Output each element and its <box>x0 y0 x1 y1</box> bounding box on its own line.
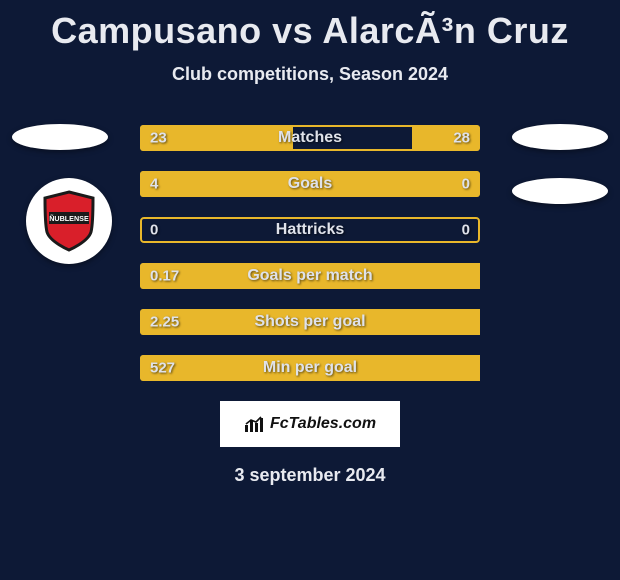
stat-fill-left <box>140 171 405 197</box>
brand-chart-icon <box>244 415 266 433</box>
stat-value-left: 23 <box>150 130 167 147</box>
stats-area: 23 Matches 28 4 Goals 0 0 Hattricks 0 0.… <box>0 125 620 381</box>
stat-value-left: 527 <box>150 360 175 377</box>
stat-label: Shots per goal <box>254 313 365 331</box>
page-title: Campusano vs AlarcÃ³n Cruz <box>0 0 620 52</box>
stat-row: 2.25 Shots per goal <box>140 309 480 335</box>
stat-label: Matches <box>278 129 342 147</box>
stat-value-left: 0 <box>150 222 158 239</box>
brand-text: FcTables.com <box>270 415 376 433</box>
stat-value-right: 0 <box>462 176 470 193</box>
stat-label: Goals per match <box>247 267 372 285</box>
stat-row: 0.17 Goals per match <box>140 263 480 289</box>
footer-date: 3 september 2024 <box>0 465 620 486</box>
stat-row: 4 Goals 0 <box>140 171 480 197</box>
stat-label: Min per goal <box>263 359 357 377</box>
stat-row: 0 Hattricks 0 <box>140 217 480 243</box>
stat-row: 527 Min per goal <box>140 355 480 381</box>
stat-value-right: 0 <box>462 222 470 239</box>
stat-value-right: 28 <box>453 130 470 147</box>
page-subtitle: Club competitions, Season 2024 <box>0 64 620 85</box>
stat-value-left: 4 <box>150 176 158 193</box>
stat-label: Goals <box>288 175 332 193</box>
stat-value-left: 2.25 <box>150 314 179 331</box>
brand-box: FcTables.com <box>220 401 400 447</box>
stat-label: Hattricks <box>276 221 344 239</box>
stat-row: 23 Matches 28 <box>140 125 480 151</box>
stat-value-left: 0.17 <box>150 268 179 285</box>
